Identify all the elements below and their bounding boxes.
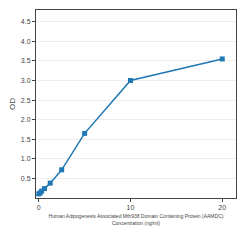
- svg-text:3.0: 3.0: [21, 77, 31, 84]
- svg-text:20: 20: [218, 204, 226, 211]
- svg-text:10: 10: [127, 204, 135, 211]
- svg-text:Human Adipogenesis Associated: Human Adipogenesis Associated Mth938 Dom…: [49, 213, 224, 226]
- svg-text:2.5: 2.5: [21, 97, 31, 104]
- svg-text:1.0: 1.0: [21, 155, 31, 162]
- svg-text:0: 0: [37, 204, 41, 211]
- svg-text:4.0: 4.0: [21, 38, 31, 45]
- svg-text:3.5: 3.5: [21, 57, 31, 64]
- svg-text:0.5: 0.5: [21, 175, 31, 182]
- svg-text:4.5: 4.5: [21, 18, 31, 25]
- svg-text:OD: OD: [8, 98, 17, 110]
- svg-text:1.5: 1.5: [21, 136, 31, 143]
- svg-text:2.0: 2.0: [21, 116, 31, 123]
